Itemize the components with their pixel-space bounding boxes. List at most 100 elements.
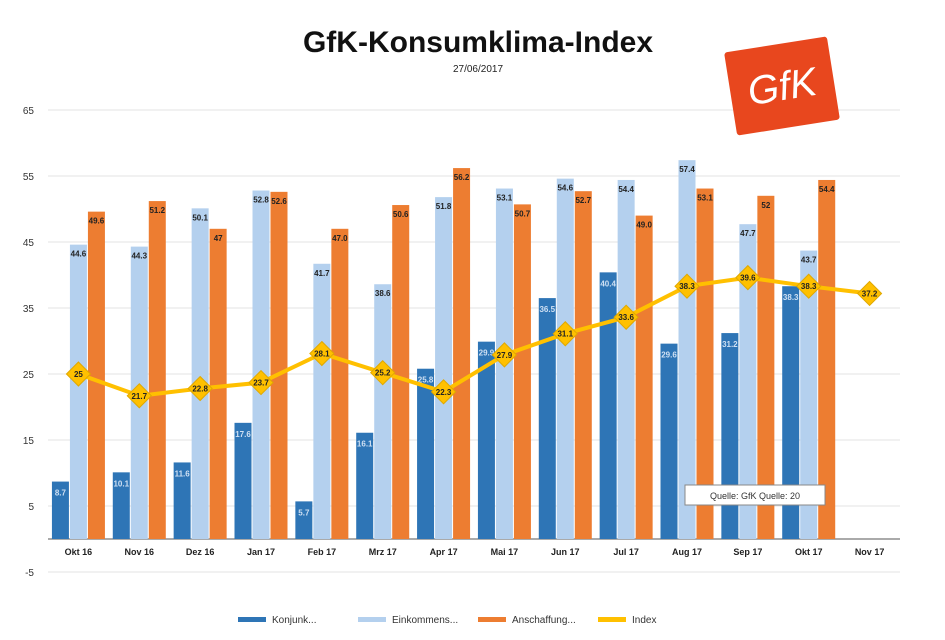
bar-anschaffung bbox=[696, 188, 714, 540]
bar-value-label: 40.4 bbox=[600, 279, 616, 288]
index-point bbox=[309, 340, 335, 367]
bar-konjunktur bbox=[252, 190, 270, 539]
y-tick-label: 15 bbox=[23, 436, 35, 447]
index-point bbox=[735, 264, 761, 291]
bar-value-label: 29.6 bbox=[661, 351, 677, 360]
index-value-label: 23.7 bbox=[253, 379, 269, 388]
legend-swatch-index bbox=[598, 617, 626, 622]
bar-einkommen bbox=[295, 501, 313, 539]
bar-value-label: 47.0 bbox=[332, 234, 348, 243]
bar-konjunktur bbox=[678, 160, 696, 539]
index-line-layer: 25 21.7 22.8 23.7 28.1 25.2 22.3 27.9 31.1 33.6 38… bbox=[65, 264, 883, 409]
bar-value-label: 10.1 bbox=[113, 479, 129, 488]
index-point bbox=[65, 361, 92, 387]
bar-value-label: 52.6 bbox=[271, 197, 287, 206]
bar-value-label: 47 bbox=[214, 234, 223, 243]
bar-anschaffung bbox=[209, 228, 227, 540]
index-point bbox=[674, 273, 700, 299]
bar-labels-layer: 8.7 10.1 11.6 17.6 5.7 16.1 25.8 29.9 36.5 40.4 29… bbox=[55, 165, 835, 517]
index-point bbox=[796, 273, 822, 299]
y-tick-label: 5 bbox=[28, 502, 34, 513]
index-point bbox=[430, 379, 457, 405]
bar-anschaffung bbox=[270, 191, 288, 539]
legend: Konjunk... Einkommens... Anschaffung... Ind… bbox=[238, 615, 656, 626]
index-value-label: 38.3 bbox=[801, 282, 817, 291]
index-point bbox=[126, 383, 152, 409]
bars-layer bbox=[51, 160, 836, 540]
bar-value-label: 43.7 bbox=[801, 256, 817, 265]
x-tick-label: Feb 17 bbox=[308, 547, 337, 557]
legend-label-konjunktur: Einkommens... bbox=[392, 615, 458, 626]
bar-value-label: 54.6 bbox=[557, 184, 573, 193]
legend-swatch-anschaffung bbox=[478, 617, 506, 622]
bar-konjunktur bbox=[313, 263, 331, 539]
bar-value-label: 8.7 bbox=[55, 489, 67, 498]
bar-value-label: 53.1 bbox=[497, 194, 513, 203]
bar-einkommen bbox=[660, 343, 678, 539]
bar-einkommen bbox=[721, 333, 739, 539]
bar-value-label: 57.4 bbox=[679, 165, 695, 174]
bar-value-label: 38.3 bbox=[783, 293, 799, 302]
bar-value-label: 25.8 bbox=[418, 376, 434, 385]
x-tick-label: Okt 17 bbox=[795, 547, 823, 557]
bar-value-label: 53.1 bbox=[697, 194, 713, 203]
y-tick-label: 55 bbox=[23, 172, 35, 183]
index-value-label: 38.3 bbox=[679, 282, 695, 291]
x-tick-label: Dez 16 bbox=[186, 547, 215, 557]
bar-konjunktur bbox=[374, 284, 392, 539]
index-value-label: 37.2 bbox=[862, 289, 878, 298]
bar-einkommen bbox=[173, 462, 191, 539]
index-value-label: 22.8 bbox=[192, 385, 208, 394]
x-tick-label: Jun 17 bbox=[551, 547, 580, 557]
bar-anschaffung bbox=[513, 204, 531, 539]
gfk-logo-background bbox=[724, 36, 840, 136]
bar-einkommen bbox=[538, 298, 556, 539]
source-note: Quelle: GfK Quelle: 20 bbox=[710, 491, 800, 501]
bar-konjunktur bbox=[69, 244, 87, 539]
x-tick-label: Nov 16 bbox=[125, 547, 155, 557]
y-tick-label: 65 bbox=[23, 106, 35, 117]
bar-value-label: 54.4 bbox=[618, 185, 634, 194]
gfk-logo: GfK bbox=[724, 36, 840, 136]
index-point bbox=[856, 280, 883, 307]
bar-value-label: 41.7 bbox=[314, 269, 330, 278]
bar-value-label: 11.6 bbox=[175, 469, 191, 478]
bar-value-label: 29.9 bbox=[479, 349, 495, 358]
bar-value-label: 51.8 bbox=[436, 202, 452, 211]
bar-anschaffung bbox=[392, 205, 410, 540]
bar-einkommen bbox=[51, 481, 69, 539]
bar-value-label: 54.4 bbox=[819, 185, 835, 194]
y-tick-label: 35 bbox=[23, 304, 35, 315]
bar-value-label: 49.0 bbox=[636, 221, 652, 230]
bar-konjunktur bbox=[191, 208, 209, 539]
bar-value-label: 56.2 bbox=[454, 173, 470, 182]
x-tick-label: Sep 17 bbox=[733, 547, 762, 557]
bar-konjunktur bbox=[617, 179, 635, 539]
index-point bbox=[552, 321, 578, 347]
index-value-label: 28.1 bbox=[314, 350, 330, 359]
bar-einkommen bbox=[356, 432, 374, 539]
bar-value-label: 49.6 bbox=[89, 217, 105, 226]
bar-einkommen bbox=[234, 422, 252, 539]
chart-title: GfK-Konsumklima-Index bbox=[303, 26, 653, 59]
source-box-frame bbox=[684, 484, 826, 506]
bar-value-label: 44.3 bbox=[131, 252, 147, 261]
index-point bbox=[370, 359, 396, 386]
x-tick-label: Jul 17 bbox=[613, 547, 639, 557]
bar-value-label: 44.6 bbox=[71, 250, 87, 259]
y-axis: -5 5 15 25 35 45 55 65 bbox=[23, 106, 35, 579]
bar-einkommen bbox=[782, 286, 800, 539]
index-point bbox=[187, 375, 213, 402]
chart-subtitle: 27/06/2017 bbox=[453, 64, 503, 75]
x-tick-label: Jan 17 bbox=[247, 547, 275, 557]
bar-value-label: 50.7 bbox=[515, 209, 531, 218]
index-value-label: 33.6 bbox=[618, 313, 634, 322]
x-tick-label: Okt 16 bbox=[65, 547, 93, 557]
index-value-label: 39.6 bbox=[740, 274, 756, 283]
x-axis: Okt 16 Nov 16 Dez 16 Jan 17 Feb 17 Mrz 17 Apr … bbox=[65, 547, 885, 557]
x-tick-label: Apr 17 bbox=[430, 547, 458, 557]
legend-label-index: Index bbox=[632, 615, 656, 626]
bar-anschaffung bbox=[331, 228, 349, 540]
bar-konjunktur bbox=[800, 250, 818, 539]
